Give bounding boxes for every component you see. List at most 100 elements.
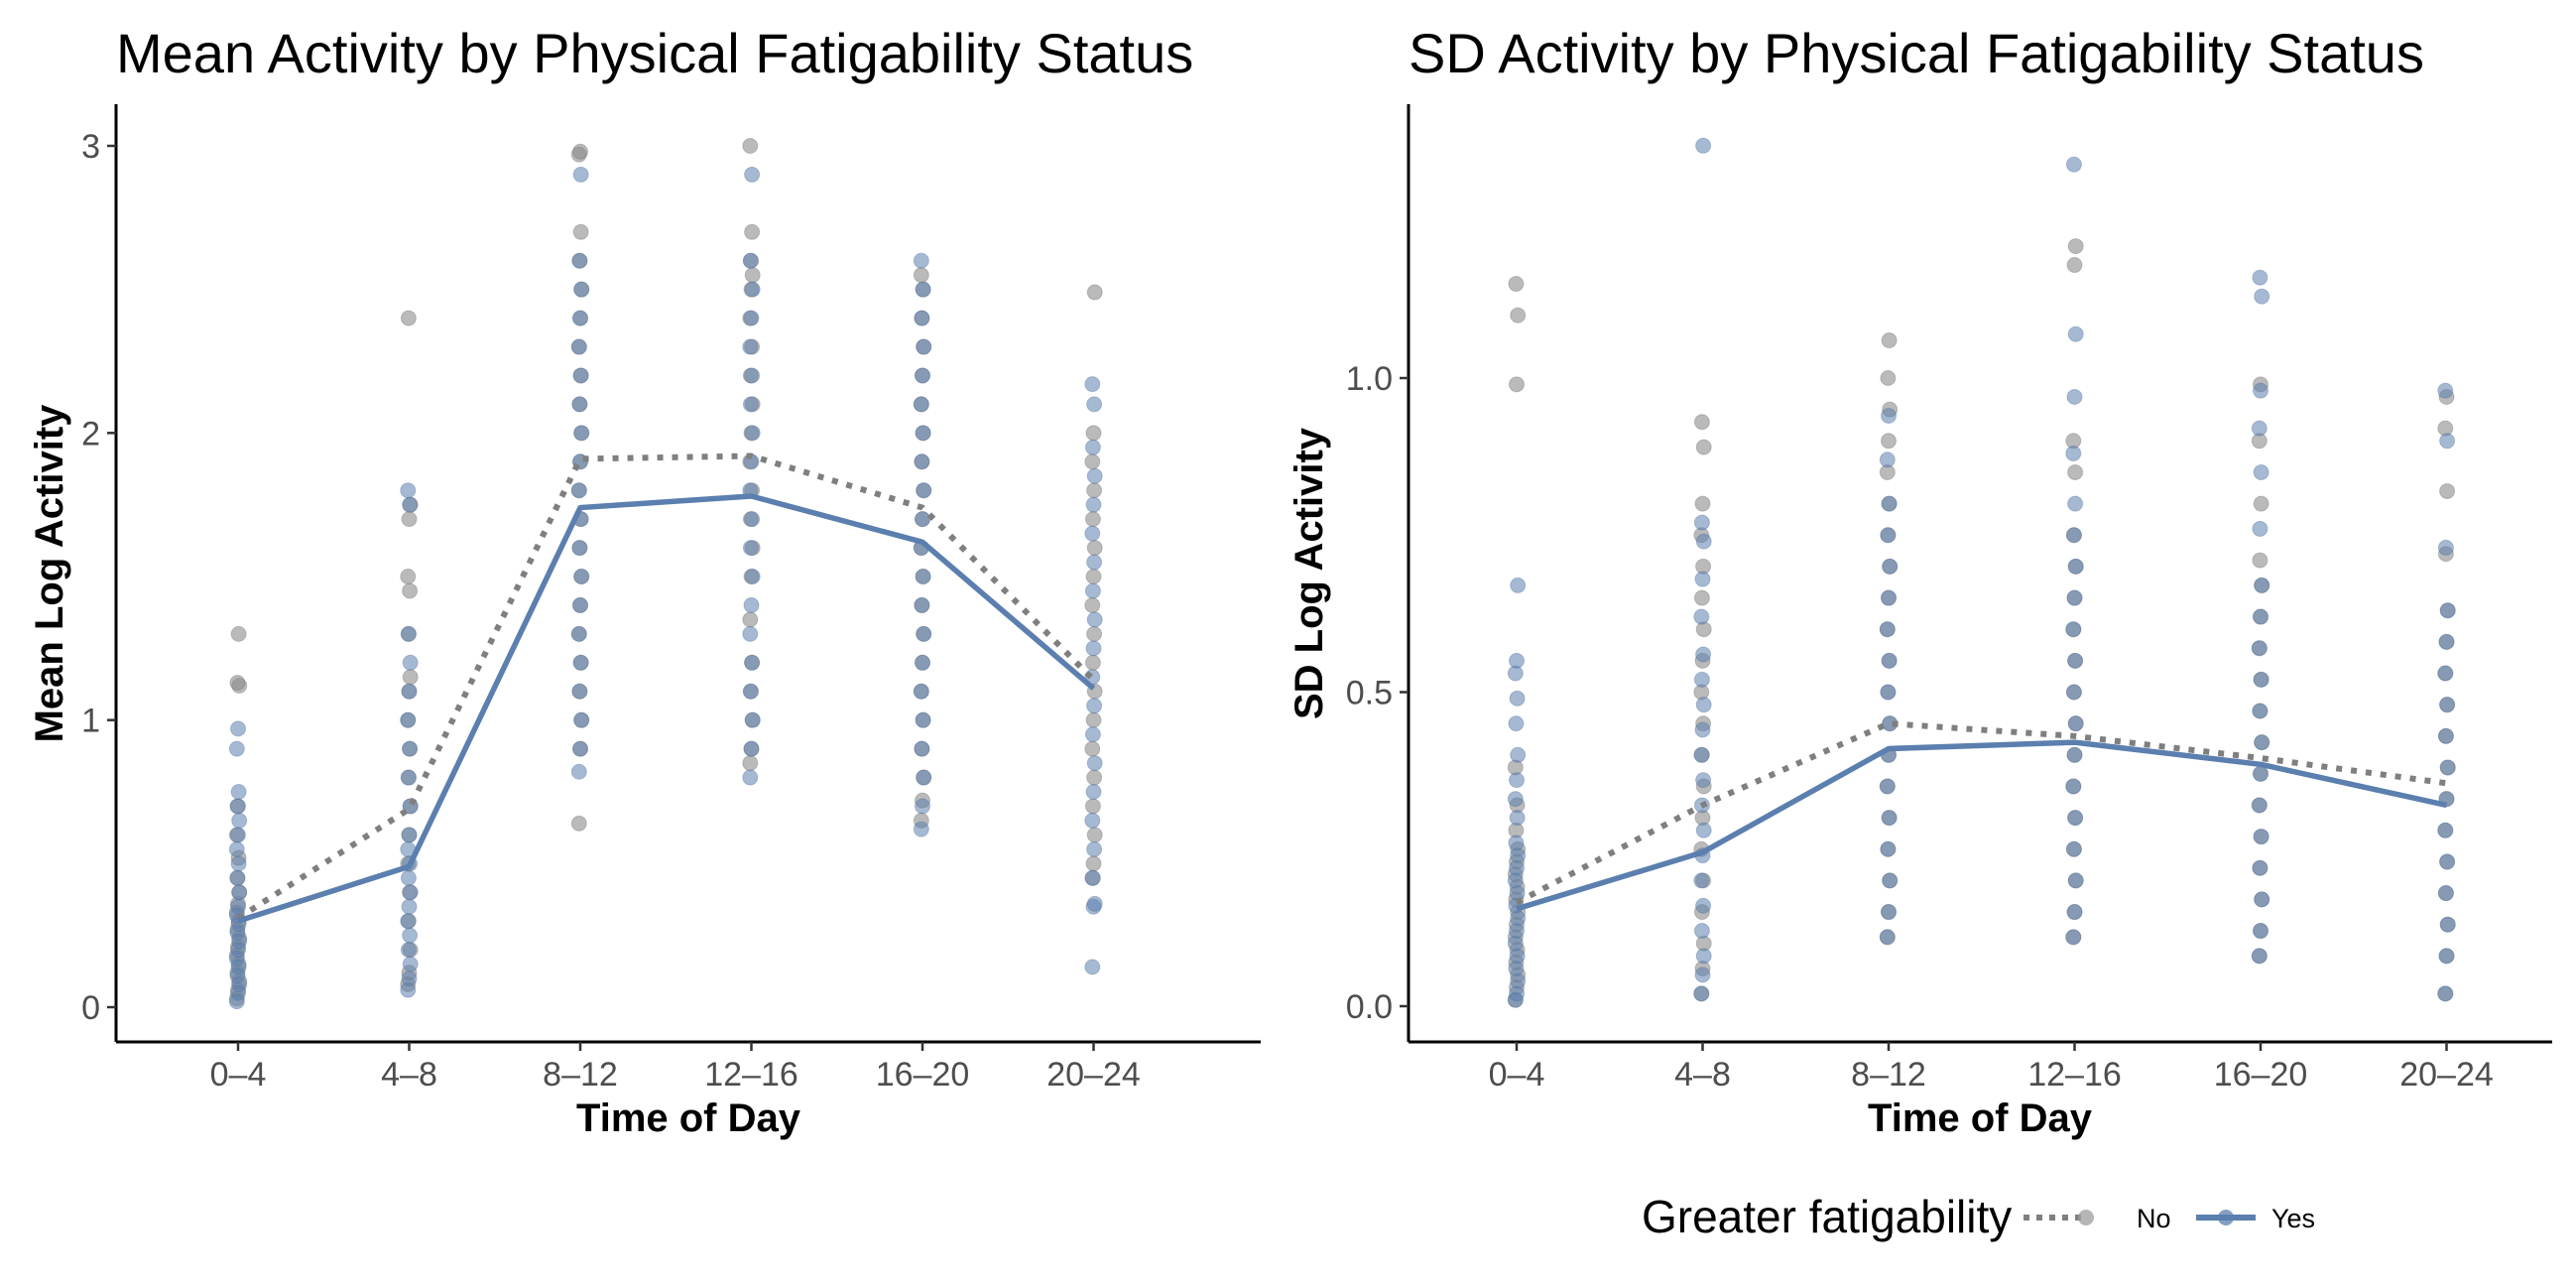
- legend-label-yes: Yes: [2271, 1204, 2315, 1233]
- data-point-yes: [1086, 895, 1103, 912]
- series-lines: [1515, 720, 2448, 912]
- data-point-yes: [744, 281, 761, 298]
- x-tick-label: 16–20: [2214, 1056, 2308, 1094]
- data-point-yes: [913, 683, 929, 700]
- data-point-yes: [1695, 948, 1712, 965]
- data-point-yes: [1084, 959, 1101, 975]
- x-axis-ticks: 0–4 4–8 8–12 12–16 16–20 20–24: [1489, 1042, 2494, 1094]
- data-point-yes: [402, 740, 419, 757]
- data-point-yes: [2252, 859, 2269, 876]
- data-point-yes: [570, 763, 587, 780]
- data-point-yes: [744, 569, 761, 584]
- data-point-yes: [915, 511, 930, 528]
- data-point-yes: [1508, 835, 1525, 851]
- data-point-yes: [1086, 396, 1103, 413]
- data-point-yes: [1880, 684, 1897, 701]
- chart-title: Mean Activity by Physical Fatigability S…: [116, 22, 1193, 84]
- data-point-yes: [1881, 652, 1898, 669]
- data-point-yes: [1694, 966, 1711, 983]
- x-tick-label: 0–4: [1489, 1056, 1545, 1094]
- data-point-yes: [915, 654, 930, 671]
- data-point-yes: [2251, 420, 2268, 437]
- data-point-no: [402, 669, 419, 686]
- data-point-yes: [2438, 948, 2455, 965]
- data-point-yes: [2253, 765, 2269, 782]
- data-point-yes: [916, 338, 932, 355]
- data-point-yes: [1693, 872, 1710, 889]
- data-point-yes: [400, 769, 417, 786]
- data-point-yes: [401, 898, 418, 915]
- data-point-yes: [230, 898, 246, 915]
- data-point-yes: [2438, 633, 2455, 650]
- data-point-yes: [1510, 746, 1527, 763]
- x-tick-label: 4–8: [381, 1056, 437, 1094]
- data-point-yes: [2437, 985, 2454, 1002]
- data-point-yes: [914, 453, 930, 470]
- data-point-yes: [1510, 577, 1527, 593]
- data-point-yes: [2065, 621, 2082, 638]
- data-point-yes: [1693, 608, 1710, 625]
- data-point-no: [2067, 463, 2084, 480]
- data-point-yes: [400, 869, 417, 886]
- data-point-yes: [744, 425, 761, 442]
- data-point-yes: [1694, 721, 1711, 738]
- legend: Greater fatigability No Yes: [1642, 1191, 2315, 1242]
- data-point-yes: [742, 540, 759, 557]
- data-point-no: [570, 815, 587, 832]
- legend-title: Greater fatigability: [1642, 1191, 2012, 1242]
- data-point-yes: [916, 625, 932, 642]
- data-point-yes: [1509, 652, 1525, 669]
- data-point-yes: [2437, 727, 2454, 744]
- data-point-yes: [573, 569, 590, 584]
- data-point-yes: [402, 927, 419, 944]
- sd-activity-panel: SD Activity by Physical Fatigability Sta…: [1288, 22, 2552, 1140]
- data-point-yes: [2437, 885, 2454, 902]
- data-point-yes: [1695, 897, 1712, 914]
- data-point-yes: [1084, 869, 1101, 886]
- data-point-yes: [400, 942, 417, 959]
- data-point-no: [229, 675, 246, 692]
- data-point-yes: [743, 740, 760, 757]
- data-point-yes: [572, 740, 588, 757]
- data-point-yes: [2437, 382, 2454, 399]
- data-point-no: [1084, 654, 1101, 671]
- legend-key-no-point: [2078, 1210, 2094, 1225]
- x-tick-label: 12–16: [2027, 1056, 2122, 1094]
- y-tick-label: 3: [81, 128, 100, 166]
- data-point-yes: [570, 625, 587, 642]
- data-point-yes: [400, 913, 417, 930]
- data-point-no: [1086, 769, 1103, 786]
- data-point-yes: [1086, 611, 1103, 628]
- data-point-no: [1693, 414, 1710, 431]
- data-point-yes: [1879, 451, 1896, 468]
- data-point-yes: [1509, 690, 1526, 707]
- data-point-no: [2067, 238, 2084, 255]
- data-point-yes: [572, 166, 589, 183]
- data-point-no: [1084, 740, 1101, 757]
- data-point-yes: [1882, 872, 1899, 889]
- data-point-yes: [1693, 985, 1710, 1002]
- data-point-yes: [1084, 525, 1101, 542]
- data-point-yes: [1084, 439, 1101, 455]
- data-point-no: [1084, 798, 1101, 815]
- data-point-yes: [229, 798, 246, 815]
- data-point-yes: [744, 511, 761, 528]
- data-point-yes: [1084, 812, 1101, 829]
- data-point-yes: [2067, 325, 2084, 342]
- data-point-yes: [2067, 652, 2084, 669]
- data-point-no: [572, 223, 589, 240]
- data-point-yes: [572, 596, 588, 613]
- data-point-yes: [1085, 496, 1102, 513]
- data-point-yes: [2437, 822, 2454, 838]
- data-point-yes: [2439, 916, 2456, 933]
- data-point-yes: [913, 396, 929, 413]
- data-point-yes: [1086, 755, 1103, 772]
- data-point-yes: [915, 281, 931, 298]
- data-point-yes: [2065, 929, 2082, 946]
- data-point-yes: [2251, 640, 2268, 657]
- x-axis-ticks: 0–4 4–8 8–12 12–16 16–20 20–24: [210, 1042, 1141, 1094]
- data-point-yes: [742, 252, 759, 269]
- data-point-yes: [1695, 646, 1712, 663]
- data-point-yes: [1880, 840, 1897, 857]
